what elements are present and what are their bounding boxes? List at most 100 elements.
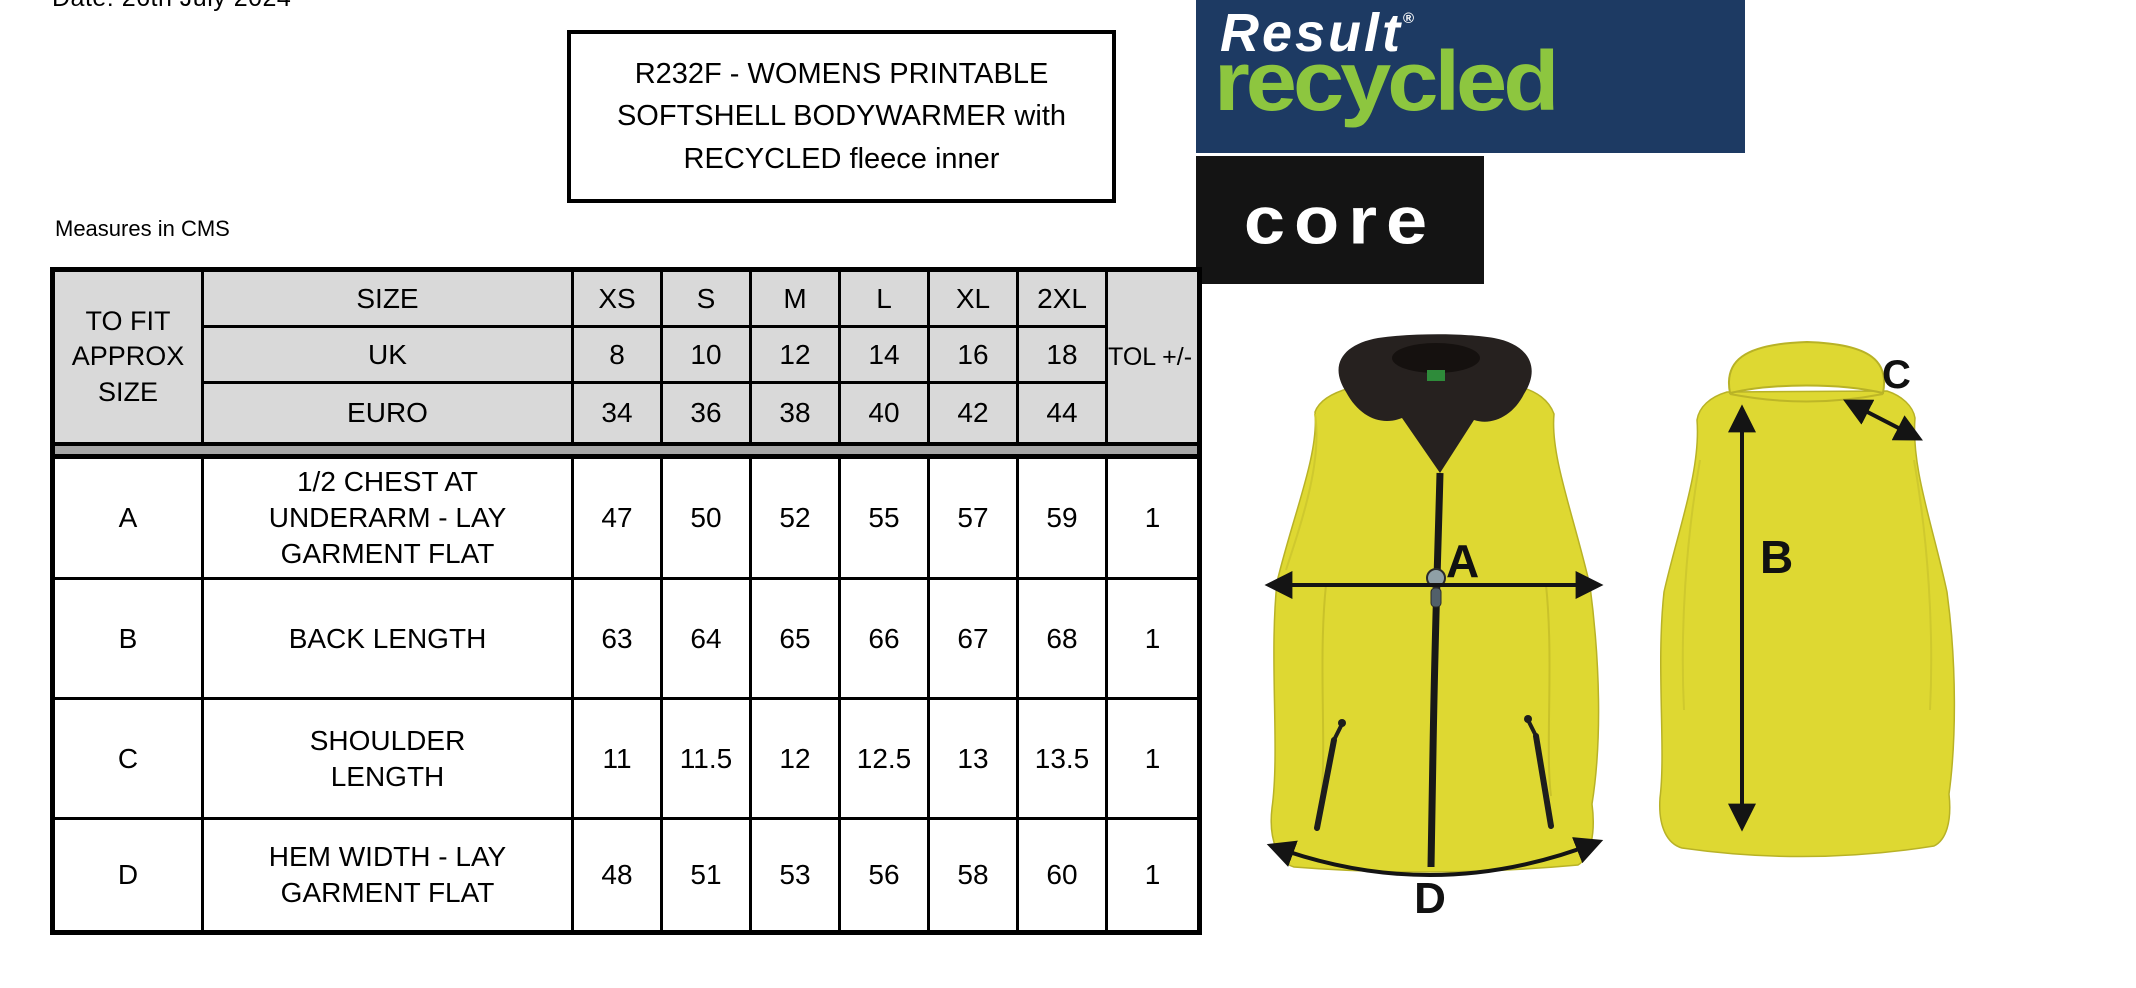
value-cell: 12.5 bbox=[838, 697, 930, 820]
value-cell: 64 bbox=[660, 577, 752, 700]
euro-xs: 34 bbox=[571, 381, 663, 446]
value-cell: 58 bbox=[927, 817, 1019, 934]
value-cell: 66 bbox=[838, 577, 930, 700]
garment-diagram: A D B C bbox=[1264, 334, 1956, 923]
front-armhole-shade bbox=[1285, 413, 1318, 571]
size-l: L bbox=[838, 268, 930, 328]
uk-xl: 16 bbox=[927, 325, 1019, 384]
table-row-B: B BACK LENGTH 63 64 65 66 67 68 1 bbox=[50, 577, 1202, 700]
tolerance-value: 1 bbox=[1105, 697, 1202, 820]
value-cell: 55 bbox=[838, 455, 930, 580]
pocket-left bbox=[1314, 719, 1346, 831]
size-xl: XL bbox=[927, 268, 1019, 328]
label-B: B bbox=[1760, 531, 1793, 583]
value-cell: 68 bbox=[1016, 577, 1108, 700]
measures-note: Measures in CMS bbox=[55, 216, 230, 241]
value-cell: 56 bbox=[838, 817, 930, 934]
header-body-separator bbox=[50, 442, 1202, 459]
size-s: S bbox=[660, 268, 752, 328]
label-C: C bbox=[1882, 353, 1911, 397]
tolerance-value: 1 bbox=[1105, 817, 1202, 934]
value-cell: 57 bbox=[927, 455, 1019, 580]
back-collar-seam bbox=[1729, 393, 1884, 403]
euro-m: 38 bbox=[749, 381, 841, 446]
value-cell: 59 bbox=[1016, 455, 1108, 580]
core-logo: core bbox=[1196, 156, 1484, 284]
header-label-uk: UK bbox=[201, 325, 574, 384]
uk-l: 14 bbox=[838, 325, 930, 384]
header-row-uk: UK 8 10 12 14 16 18 bbox=[53, 325, 1200, 384]
label-D: D bbox=[1414, 874, 1446, 923]
pocket-right bbox=[1524, 715, 1554, 829]
uk-m: 12 bbox=[749, 325, 841, 384]
shoulder-measure-arrow bbox=[1843, 399, 1923, 441]
value-cell: 50 bbox=[660, 455, 752, 580]
header-label-euro: EURO bbox=[201, 381, 574, 446]
recycled-wordmark: recycled bbox=[1214, 34, 1559, 129]
front-seam-right bbox=[1545, 584, 1552, 797]
euro-2xl: 44 bbox=[1016, 381, 1108, 446]
value-cell: 11 bbox=[571, 697, 663, 820]
back-seam-left bbox=[1681, 459, 1701, 711]
product-title-box: R232F - WOMENS PRINTABLE SOFTSHELL BODYW… bbox=[567, 30, 1116, 203]
euro-s: 36 bbox=[660, 381, 752, 446]
value-cell: 60 bbox=[1016, 817, 1108, 934]
table-row-C: C SHOULDER LENGTH 11 11.5 12 12.5 13 13.… bbox=[50, 697, 1202, 820]
value-cell: 47 bbox=[571, 455, 663, 580]
uk-2xl: 18 bbox=[1016, 325, 1108, 384]
date-label: Date: 26th July 2024 bbox=[52, 0, 291, 13]
header-row-size: TO FIT APPROX SIZE SIZE XS S M L XL 2XL … bbox=[50, 268, 1202, 446]
header-label-size: SIZE bbox=[201, 268, 574, 328]
corner-cell: TO FIT APPROX SIZE bbox=[50, 268, 204, 446]
collar bbox=[1338, 334, 1532, 473]
header-row-euro: EURO 34 36 38 40 42 44 bbox=[53, 381, 1200, 446]
back-seam-right bbox=[1913, 459, 1933, 711]
uk-xs: 8 bbox=[571, 325, 663, 384]
value-cell: 63 bbox=[571, 577, 663, 700]
measurement-name: HEM WIDTH - LAY GARMENT FLAT bbox=[201, 817, 574, 934]
result-recycled-logo: Result® recycled bbox=[1196, 0, 1745, 153]
hem-measure-arrow bbox=[1266, 837, 1604, 878]
value-cell: 13.5 bbox=[1016, 697, 1108, 820]
tolerance-cell: TOL +/- bbox=[1105, 268, 1202, 446]
table-row-D: D HEM WIDTH - LAY GARMENT FLAT 48 51 53 … bbox=[50, 817, 1202, 934]
value-cell: 12 bbox=[749, 697, 841, 820]
front-seam-left bbox=[1320, 584, 1327, 799]
collar-inner-shadow bbox=[1392, 343, 1480, 373]
row-code: C bbox=[50, 697, 204, 820]
back-body bbox=[1659, 390, 1956, 858]
value-cell: 51 bbox=[660, 817, 752, 934]
label-A: A bbox=[1446, 535, 1479, 587]
tolerance-value: 1 bbox=[1105, 455, 1202, 580]
euro-xl: 42 bbox=[927, 381, 1019, 446]
measurement-name: BACK LENGTH bbox=[201, 577, 574, 700]
bodywarmer-front-view: A D bbox=[1264, 334, 1604, 923]
size-2xl: 2XL bbox=[1016, 268, 1108, 328]
core-wordmark: core bbox=[1243, 182, 1437, 258]
size-xs: XS bbox=[571, 268, 663, 328]
value-cell: 65 bbox=[749, 577, 841, 700]
uk-s: 10 bbox=[660, 325, 752, 384]
value-cell: 53 bbox=[749, 817, 841, 934]
table-row-A: A 1/2 CHEST AT UNDERARM - LAY GARMENT FL… bbox=[50, 455, 1202, 580]
value-cell: 67 bbox=[927, 577, 1019, 700]
tolerance-value: 1 bbox=[1105, 577, 1202, 700]
result-wordmark: Result® bbox=[1220, 3, 1415, 63]
row-code: D bbox=[50, 817, 204, 934]
size-table: TO FIT APPROX SIZE SIZE XS S M L XL 2XL … bbox=[50, 267, 1202, 935]
zipper-pull-tab bbox=[1430, 587, 1442, 608]
row-code: B bbox=[50, 577, 204, 700]
bodywarmer-back-view: B C bbox=[1659, 340, 1956, 858]
measurement-name: SHOULDER LENGTH bbox=[201, 697, 574, 820]
back-collar bbox=[1728, 340, 1886, 395]
value-cell: 11.5 bbox=[660, 697, 752, 820]
row-code: A bbox=[50, 455, 204, 580]
registered-trademark-icon: ® bbox=[1403, 10, 1415, 27]
value-cell: 48 bbox=[571, 817, 663, 934]
euro-l: 40 bbox=[838, 381, 930, 446]
measurement-name: 1/2 CHEST AT UNDERARM - LAY GARMENT FLAT bbox=[201, 455, 574, 580]
product-title: R232F - WOMENS PRINTABLE SOFTSHELL BODYW… bbox=[616, 58, 1067, 175]
value-cell: 52 bbox=[749, 455, 841, 580]
value-cell: 13 bbox=[927, 697, 1019, 820]
